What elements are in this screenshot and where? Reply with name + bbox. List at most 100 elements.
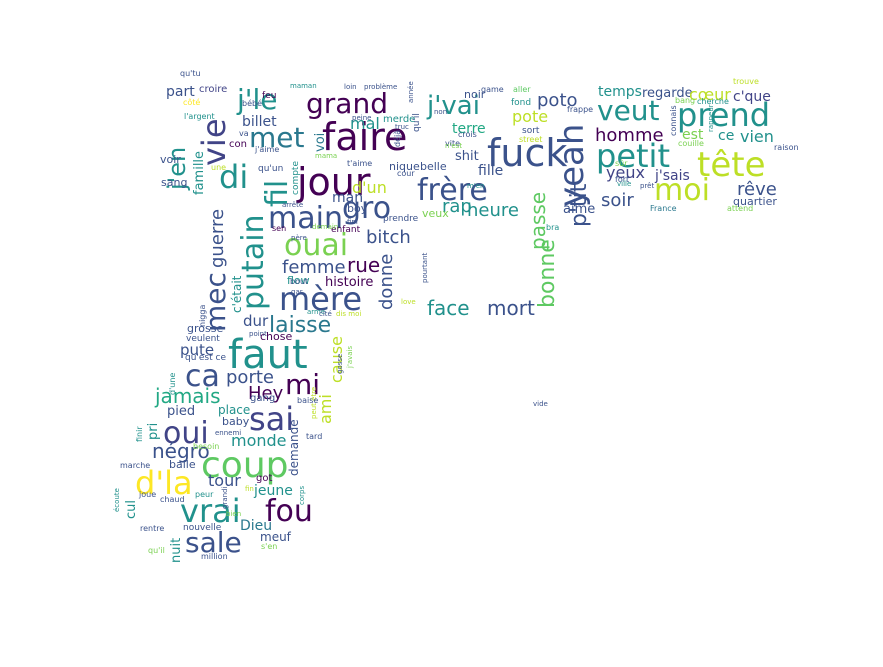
cloud-word-truc-152: truc xyxy=(395,123,409,131)
cloud-word-pied-91: pied xyxy=(167,404,195,419)
cloud-word-rap-43: rap xyxy=(442,196,472,217)
cloud-word-voi-97: voi xyxy=(313,133,328,152)
cloud-word-heure-44: heure xyxy=(467,200,519,221)
cloud-word-grandi-187: grandi xyxy=(221,487,229,509)
cloud-word-poto-35: poto xyxy=(537,90,578,111)
cloud-word-j-aime-145: j'aime xyxy=(254,145,279,154)
cloud-word-j-en-24: j'en xyxy=(163,147,191,191)
cloud-word-nouvelle-186: nouvelle xyxy=(183,523,222,533)
cloud-word-grosse-86: grosse xyxy=(187,322,223,335)
cloud-word-donne-50: donne xyxy=(376,254,397,310)
cloud-word-yeux-39: yeux xyxy=(606,163,645,182)
cloud-word-rentre-185: rentre xyxy=(140,524,164,533)
cloud-word-est-69: est xyxy=(682,127,704,143)
cloud-word-couille-129: couille xyxy=(678,139,704,148)
cloud-word-vie-23: vie xyxy=(195,118,233,166)
cloud-word-balle-101: balle xyxy=(169,458,196,471)
cloud-word-qu-il-198: qu'il xyxy=(412,113,422,132)
cloud-word-déjà-151: déjà xyxy=(392,130,402,147)
cloud-word-raison-128: raison xyxy=(774,143,799,152)
cloud-word-connais-130: connais xyxy=(669,105,678,136)
cloud-word-prend-4: prend xyxy=(677,96,770,134)
cloud-word-merde-149: merde xyxy=(383,114,415,125)
cloud-word-meuf-63: meuf xyxy=(260,530,292,544)
cloud-word-flow-104: flow xyxy=(287,274,310,287)
cloud-word-bien-190: bien xyxy=(226,510,241,518)
cloud-word-maman-110: maman xyxy=(290,82,317,90)
cloud-word-fini-158: fini xyxy=(347,218,358,226)
cloud-word-prêt-134: prêt xyxy=(640,182,654,190)
cloud-word-sen-156: sen xyxy=(272,224,286,233)
cloud-word-million-193: million xyxy=(201,552,228,561)
cloud-word-c-était-87: c'était xyxy=(230,275,244,313)
cloud-word-vien-68: vien xyxy=(740,127,774,146)
cloud-word-attend-136: attend xyxy=(727,204,753,213)
cloud-word-ennemi-176: ennemi xyxy=(215,429,241,437)
cloud-word-sang-84: sang xyxy=(161,176,187,189)
cloud-word-mal-80: mal xyxy=(350,114,380,133)
cloud-word-arme-164: arme xyxy=(307,308,325,316)
cloud-word-problème-112: problème xyxy=(364,83,397,91)
cloud-word-temps-64: temps xyxy=(598,84,642,100)
cloud-word-besoin-178: besoin xyxy=(193,442,219,451)
cloud-word-frère-9: frère xyxy=(417,173,488,208)
cloud-word-ville-133: ville xyxy=(617,180,631,188)
cloud-word-j-avais-173: j'avais xyxy=(346,345,354,369)
cloud-word-boy-103: boy xyxy=(347,202,368,215)
cloud-word-c-que-67: c'que xyxy=(733,89,771,105)
cloud-word-trouve-115: trouve xyxy=(733,77,759,86)
cloud-word-qu-un-144: qu'un xyxy=(258,164,283,174)
cloud-word-hey-55: Hey xyxy=(248,383,284,404)
cloud-word-bébé-117: bébé xyxy=(242,98,262,108)
cloud-word-mort-46: mort xyxy=(487,296,535,320)
cloud-word-nigga-169: nigga xyxy=(198,305,207,327)
cloud-word-soir-37: soir xyxy=(601,190,634,211)
cloud-word-j-vai-20: j'vai xyxy=(426,91,480,121)
cloud-word-baby-100: baby xyxy=(222,415,250,428)
cloud-word-pote-74: pote xyxy=(512,107,548,126)
cloud-word-faire-0: faire xyxy=(322,115,407,159)
cloud-word-qu-il-192: qu'il xyxy=(148,546,165,555)
cloud-word-con-146: con xyxy=(229,139,247,150)
cloud-word-dis-moi-166: dis moi xyxy=(336,310,361,318)
cloud-word-guerre-52: guerre xyxy=(207,209,228,268)
cloud-word-peur-184: peur xyxy=(195,490,214,499)
cloud-word-chaud-183: chaud xyxy=(160,495,185,504)
cloud-word-gosse-172: gosse xyxy=(336,354,344,374)
cloud-word-famille-85: famille xyxy=(192,151,207,195)
cloud-word-voir-83: voir xyxy=(160,153,181,166)
cloud-word-d-la-32: d'la xyxy=(135,464,193,502)
cloud-word-sûr-137: sûr xyxy=(615,159,628,168)
cloud-word-femme-49: femme xyxy=(282,257,346,278)
cloud-word-j-sais-71: j'sais xyxy=(654,168,690,184)
cloud-word-place-99: place xyxy=(218,403,250,417)
cloud-word-faut-2: faut xyxy=(228,332,308,378)
cloud-word-compte-143: compte xyxy=(291,161,301,195)
cloud-word-année-120: année xyxy=(407,81,415,103)
cloud-word-une-148: une xyxy=(211,163,226,172)
cloud-word-fuck-3: fuck xyxy=(487,131,567,175)
cloud-word-oui-31: oui xyxy=(163,416,209,451)
cloud-word-peut-être-174: peut être xyxy=(310,387,318,419)
cloud-word-baise-175: baise xyxy=(297,396,318,405)
cloud-word-mi-29: mi xyxy=(285,368,320,401)
cloud-word-crois-127: crois xyxy=(458,130,477,139)
cloud-word-m-en-196: m'en xyxy=(467,182,485,190)
cloud-word-jeune-61: jeune xyxy=(253,483,293,499)
cloud-word-vite-138: vite xyxy=(445,139,460,148)
cloud-word-p-tit-40: p'tit xyxy=(567,183,592,227)
cloud-word-cité-165: cité xyxy=(319,310,332,318)
cloud-word-coup-11: coup xyxy=(201,445,289,486)
cloud-word-qu-tu-109: qu'tu xyxy=(180,69,201,78)
cloud-word-bang-121: bang xyxy=(675,96,695,105)
cloud-word-cul-94: cul xyxy=(124,500,139,519)
cloud-word-chose-88: chose xyxy=(260,330,292,343)
cloud-word-rappeur-131: rappeur xyxy=(707,104,715,132)
cloud-word-man-79: man xyxy=(332,190,363,206)
cloud-word-veulent-168: veulent xyxy=(186,334,220,344)
cloud-word-met-21: met xyxy=(249,121,305,154)
cloud-word-rêve-38: rêve xyxy=(737,179,777,200)
cloud-word-grand-18: grand xyxy=(306,87,388,120)
cloud-word-j-le-19: j'le xyxy=(236,83,277,116)
cloud-word-game-113: game xyxy=(481,85,504,94)
